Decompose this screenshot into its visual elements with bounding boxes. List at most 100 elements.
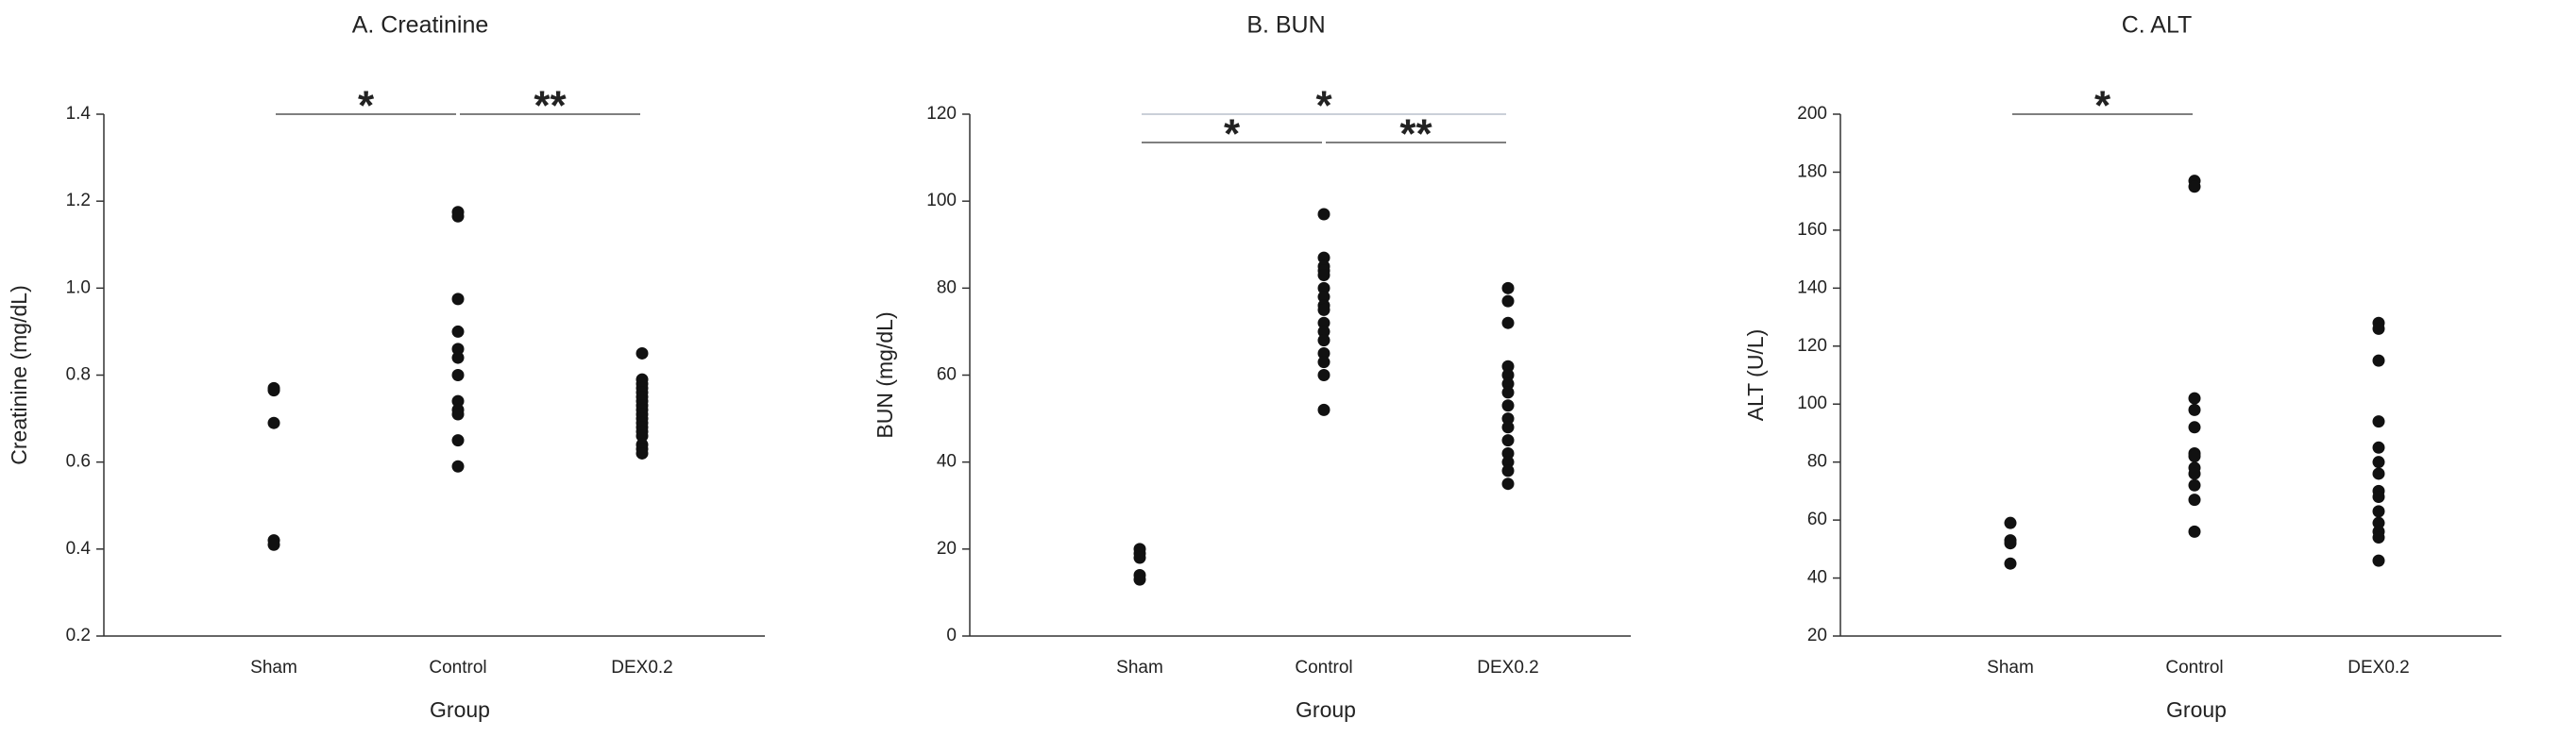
point — [2372, 322, 2385, 335]
y-tick-label: 200 — [1797, 104, 1827, 124]
y-tick-label: 20 — [937, 539, 957, 559]
point — [1501, 446, 1515, 460]
point — [1501, 456, 1515, 469]
point — [2372, 554, 2385, 567]
point — [2188, 478, 2201, 492]
y-axis-label: ALT (U/L) — [1743, 329, 1768, 422]
significance-label: ** — [534, 83, 567, 129]
y-tick-label: 100 — [1797, 394, 1827, 413]
y-tick-label: 0 — [946, 626, 957, 645]
y-tick-label: 1.4 — [66, 104, 92, 124]
point — [1317, 356, 1330, 369]
point — [1501, 477, 1515, 491]
point — [2004, 537, 2017, 550]
significance-label: ** — [1399, 111, 1432, 158]
x-axis-label: Group — [430, 697, 490, 722]
point — [267, 538, 280, 551]
point — [2188, 450, 2201, 463]
significance-label: * — [1224, 111, 1241, 158]
point — [636, 429, 649, 443]
y-tick-label: 120 — [1797, 336, 1827, 356]
point — [451, 209, 465, 223]
x-tick-label: Control — [2165, 658, 2223, 678]
x-axis-label: Group — [1296, 697, 1356, 722]
point — [451, 408, 465, 421]
point — [1317, 291, 1330, 304]
y-tick-label: 140 — [1797, 277, 1827, 297]
chart-title: C. ALT — [2122, 12, 2193, 39]
y-tick-label: 1.0 — [66, 277, 91, 297]
x-axis-label: Group — [2166, 697, 2227, 722]
y-tick-label: 80 — [1807, 452, 1827, 472]
point — [267, 416, 280, 429]
y-tick-label: 80 — [937, 277, 957, 297]
point — [1133, 551, 1146, 564]
y-tick-label: 0.6 — [66, 452, 91, 472]
y-tick-label: 40 — [937, 452, 957, 472]
point — [1317, 403, 1330, 416]
x-tick-label: Sham — [250, 658, 297, 678]
y-tick-label: 0.8 — [66, 365, 91, 385]
point — [2372, 354, 2385, 367]
y-tick-label: 60 — [937, 365, 957, 385]
y-tick-label: 100 — [926, 191, 957, 210]
x-tick-label: DEX0.2 — [2347, 658, 2409, 678]
point — [267, 384, 280, 397]
point — [2004, 557, 2017, 570]
point — [1317, 269, 1330, 282]
point — [1501, 434, 1515, 447]
point — [451, 351, 465, 364]
point — [2372, 467, 2385, 480]
y-tick-label: 0.2 — [66, 626, 91, 645]
point — [2188, 421, 2201, 434]
y-axis-label: Creatinine (mg/dL) — [7, 285, 31, 464]
point — [2188, 403, 2201, 416]
point — [2372, 441, 2385, 454]
y-tick-label: 180 — [1797, 161, 1827, 181]
point — [2188, 494, 2201, 507]
y-tick-label: 60 — [1807, 510, 1827, 529]
y-tick-label: 20 — [1807, 626, 1827, 645]
significance-label: * — [358, 83, 375, 129]
point — [1501, 399, 1515, 412]
x-tick-label: Control — [429, 658, 486, 678]
point — [1317, 346, 1330, 360]
y-tick-label: 1.2 — [66, 191, 91, 210]
chart-title: B. BUN — [1246, 12, 1325, 39]
y-tick-label: 40 — [1807, 568, 1827, 588]
point — [451, 343, 465, 356]
point — [2372, 531, 2385, 544]
chart-title: A. Creatinine — [352, 12, 489, 39]
point — [2188, 392, 2201, 405]
point — [1317, 334, 1330, 347]
point — [1317, 369, 1330, 381]
point — [1317, 281, 1330, 294]
x-tick-label: DEX0.2 — [611, 658, 672, 678]
point — [1317, 303, 1330, 316]
point — [1501, 464, 1515, 477]
point — [451, 394, 465, 408]
point — [1133, 573, 1146, 586]
point — [451, 434, 465, 447]
point — [2188, 525, 2201, 538]
point — [2372, 491, 2385, 504]
point — [636, 446, 649, 460]
x-tick-label: DEX0.2 — [1477, 658, 1538, 678]
point — [2004, 516, 2017, 529]
point — [1501, 421, 1515, 434]
point — [1501, 294, 1515, 308]
x-tick-label: Control — [1295, 658, 1352, 678]
point — [2188, 180, 2201, 193]
significance-label: * — [1315, 83, 1332, 129]
y-axis-label: BUN (mg/dL) — [873, 311, 897, 438]
point — [451, 460, 465, 473]
point — [1501, 360, 1515, 373]
point — [1501, 281, 1515, 294]
point — [1317, 316, 1330, 329]
y-tick-label: 120 — [926, 104, 957, 124]
point — [451, 325, 465, 338]
point — [451, 369, 465, 381]
point — [2372, 415, 2385, 428]
point — [1317, 325, 1330, 338]
